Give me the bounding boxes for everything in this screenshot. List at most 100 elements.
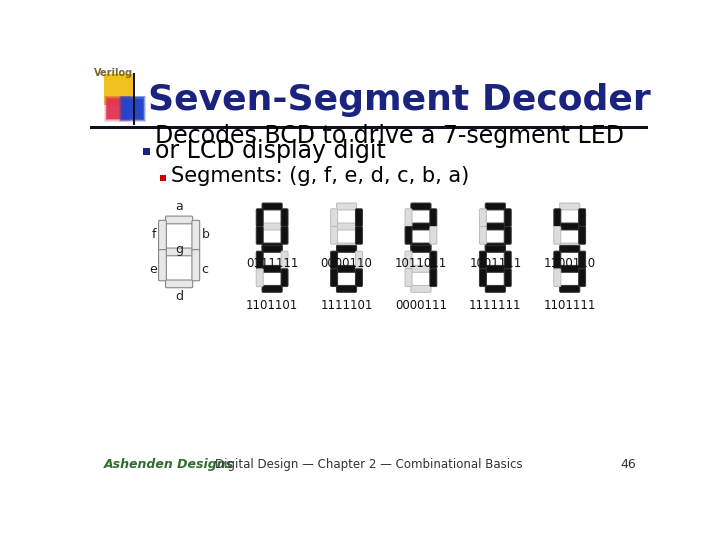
- FancyBboxPatch shape: [281, 226, 288, 244]
- FancyBboxPatch shape: [256, 269, 264, 287]
- FancyBboxPatch shape: [411, 265, 431, 272]
- FancyBboxPatch shape: [256, 226, 264, 244]
- FancyBboxPatch shape: [356, 269, 362, 287]
- FancyBboxPatch shape: [504, 251, 511, 269]
- FancyBboxPatch shape: [160, 175, 166, 181]
- Text: or LCD display digit: or LCD display digit: [155, 139, 386, 164]
- Text: Seven-Segment Decoder: Seven-Segment Decoder: [148, 83, 651, 117]
- FancyBboxPatch shape: [430, 269, 437, 287]
- Text: 1101111: 1101111: [544, 299, 596, 312]
- Text: 1011011: 1011011: [395, 256, 447, 269]
- FancyBboxPatch shape: [166, 248, 193, 256]
- FancyBboxPatch shape: [430, 251, 437, 269]
- FancyBboxPatch shape: [559, 203, 580, 210]
- FancyBboxPatch shape: [104, 96, 130, 122]
- FancyBboxPatch shape: [143, 148, 150, 155]
- FancyBboxPatch shape: [120, 96, 145, 121]
- Text: 0000110: 0000110: [320, 256, 372, 269]
- Text: 1111111: 1111111: [469, 299, 521, 312]
- Text: Ashenden Designs: Ashenden Designs: [104, 458, 234, 471]
- FancyBboxPatch shape: [262, 286, 282, 292]
- FancyBboxPatch shape: [504, 209, 511, 226]
- FancyBboxPatch shape: [158, 220, 166, 252]
- FancyBboxPatch shape: [122, 99, 143, 119]
- FancyBboxPatch shape: [356, 226, 362, 244]
- FancyBboxPatch shape: [166, 216, 193, 224]
- FancyBboxPatch shape: [405, 269, 412, 287]
- Text: 0000111: 0000111: [395, 299, 447, 312]
- FancyBboxPatch shape: [411, 203, 431, 210]
- FancyBboxPatch shape: [411, 243, 431, 250]
- Text: 1100110: 1100110: [544, 256, 595, 269]
- Bar: [90, 126, 648, 130]
- FancyBboxPatch shape: [104, 74, 135, 105]
- FancyBboxPatch shape: [559, 223, 580, 230]
- Text: 0111111: 0111111: [246, 256, 298, 269]
- FancyBboxPatch shape: [411, 245, 431, 252]
- FancyBboxPatch shape: [559, 286, 580, 292]
- FancyBboxPatch shape: [579, 226, 585, 244]
- FancyBboxPatch shape: [485, 223, 505, 230]
- FancyBboxPatch shape: [504, 269, 511, 287]
- Text: b: b: [202, 228, 210, 241]
- Text: 1111101: 1111101: [320, 299, 373, 312]
- FancyBboxPatch shape: [166, 280, 193, 288]
- FancyBboxPatch shape: [356, 209, 362, 226]
- Text: g: g: [175, 242, 183, 256]
- FancyBboxPatch shape: [262, 223, 282, 230]
- FancyBboxPatch shape: [330, 269, 338, 287]
- Text: 1101101: 1101101: [246, 299, 298, 312]
- Text: 1001111: 1001111: [469, 256, 521, 269]
- Text: Verilog: Verilog: [94, 68, 133, 78]
- FancyBboxPatch shape: [330, 226, 338, 244]
- FancyBboxPatch shape: [262, 243, 282, 250]
- Text: e: e: [149, 263, 157, 276]
- FancyBboxPatch shape: [480, 251, 487, 269]
- FancyBboxPatch shape: [480, 209, 487, 226]
- Text: 46: 46: [621, 458, 636, 471]
- FancyBboxPatch shape: [192, 220, 199, 252]
- FancyBboxPatch shape: [336, 245, 356, 252]
- FancyBboxPatch shape: [336, 203, 356, 210]
- FancyBboxPatch shape: [107, 99, 127, 119]
- FancyBboxPatch shape: [281, 251, 288, 269]
- FancyBboxPatch shape: [192, 249, 199, 281]
- FancyBboxPatch shape: [356, 251, 362, 269]
- FancyBboxPatch shape: [504, 226, 511, 244]
- FancyBboxPatch shape: [579, 269, 585, 287]
- Text: Segments: (g, f, e, d, c, b, a): Segments: (g, f, e, d, c, b, a): [171, 166, 469, 186]
- FancyBboxPatch shape: [120, 96, 145, 122]
- FancyBboxPatch shape: [405, 226, 412, 244]
- FancyBboxPatch shape: [559, 245, 580, 252]
- FancyBboxPatch shape: [485, 286, 505, 292]
- Text: Decodes BCD to drive a 7-segment LED: Decodes BCD to drive a 7-segment LED: [155, 124, 624, 148]
- FancyBboxPatch shape: [121, 97, 144, 120]
- FancyBboxPatch shape: [411, 223, 431, 230]
- FancyBboxPatch shape: [411, 286, 431, 292]
- FancyBboxPatch shape: [330, 251, 338, 269]
- FancyBboxPatch shape: [579, 251, 585, 269]
- FancyBboxPatch shape: [430, 209, 437, 226]
- FancyBboxPatch shape: [559, 243, 580, 250]
- FancyBboxPatch shape: [485, 265, 505, 272]
- FancyBboxPatch shape: [336, 223, 356, 230]
- FancyBboxPatch shape: [405, 209, 412, 226]
- FancyBboxPatch shape: [554, 251, 561, 269]
- FancyBboxPatch shape: [336, 286, 356, 292]
- FancyBboxPatch shape: [485, 245, 505, 252]
- FancyBboxPatch shape: [262, 245, 282, 252]
- FancyBboxPatch shape: [330, 209, 338, 226]
- FancyBboxPatch shape: [336, 265, 356, 272]
- FancyBboxPatch shape: [281, 209, 288, 226]
- FancyBboxPatch shape: [336, 243, 356, 250]
- FancyBboxPatch shape: [281, 269, 288, 287]
- FancyBboxPatch shape: [256, 209, 264, 226]
- FancyBboxPatch shape: [559, 265, 580, 272]
- Text: f: f: [152, 228, 157, 241]
- Text: Digital Design — Chapter 2 — Combinational Basics: Digital Design — Chapter 2 — Combination…: [215, 458, 523, 471]
- FancyBboxPatch shape: [485, 203, 505, 210]
- FancyBboxPatch shape: [158, 249, 166, 281]
- FancyBboxPatch shape: [262, 203, 282, 210]
- FancyBboxPatch shape: [106, 97, 129, 120]
- FancyBboxPatch shape: [480, 269, 487, 287]
